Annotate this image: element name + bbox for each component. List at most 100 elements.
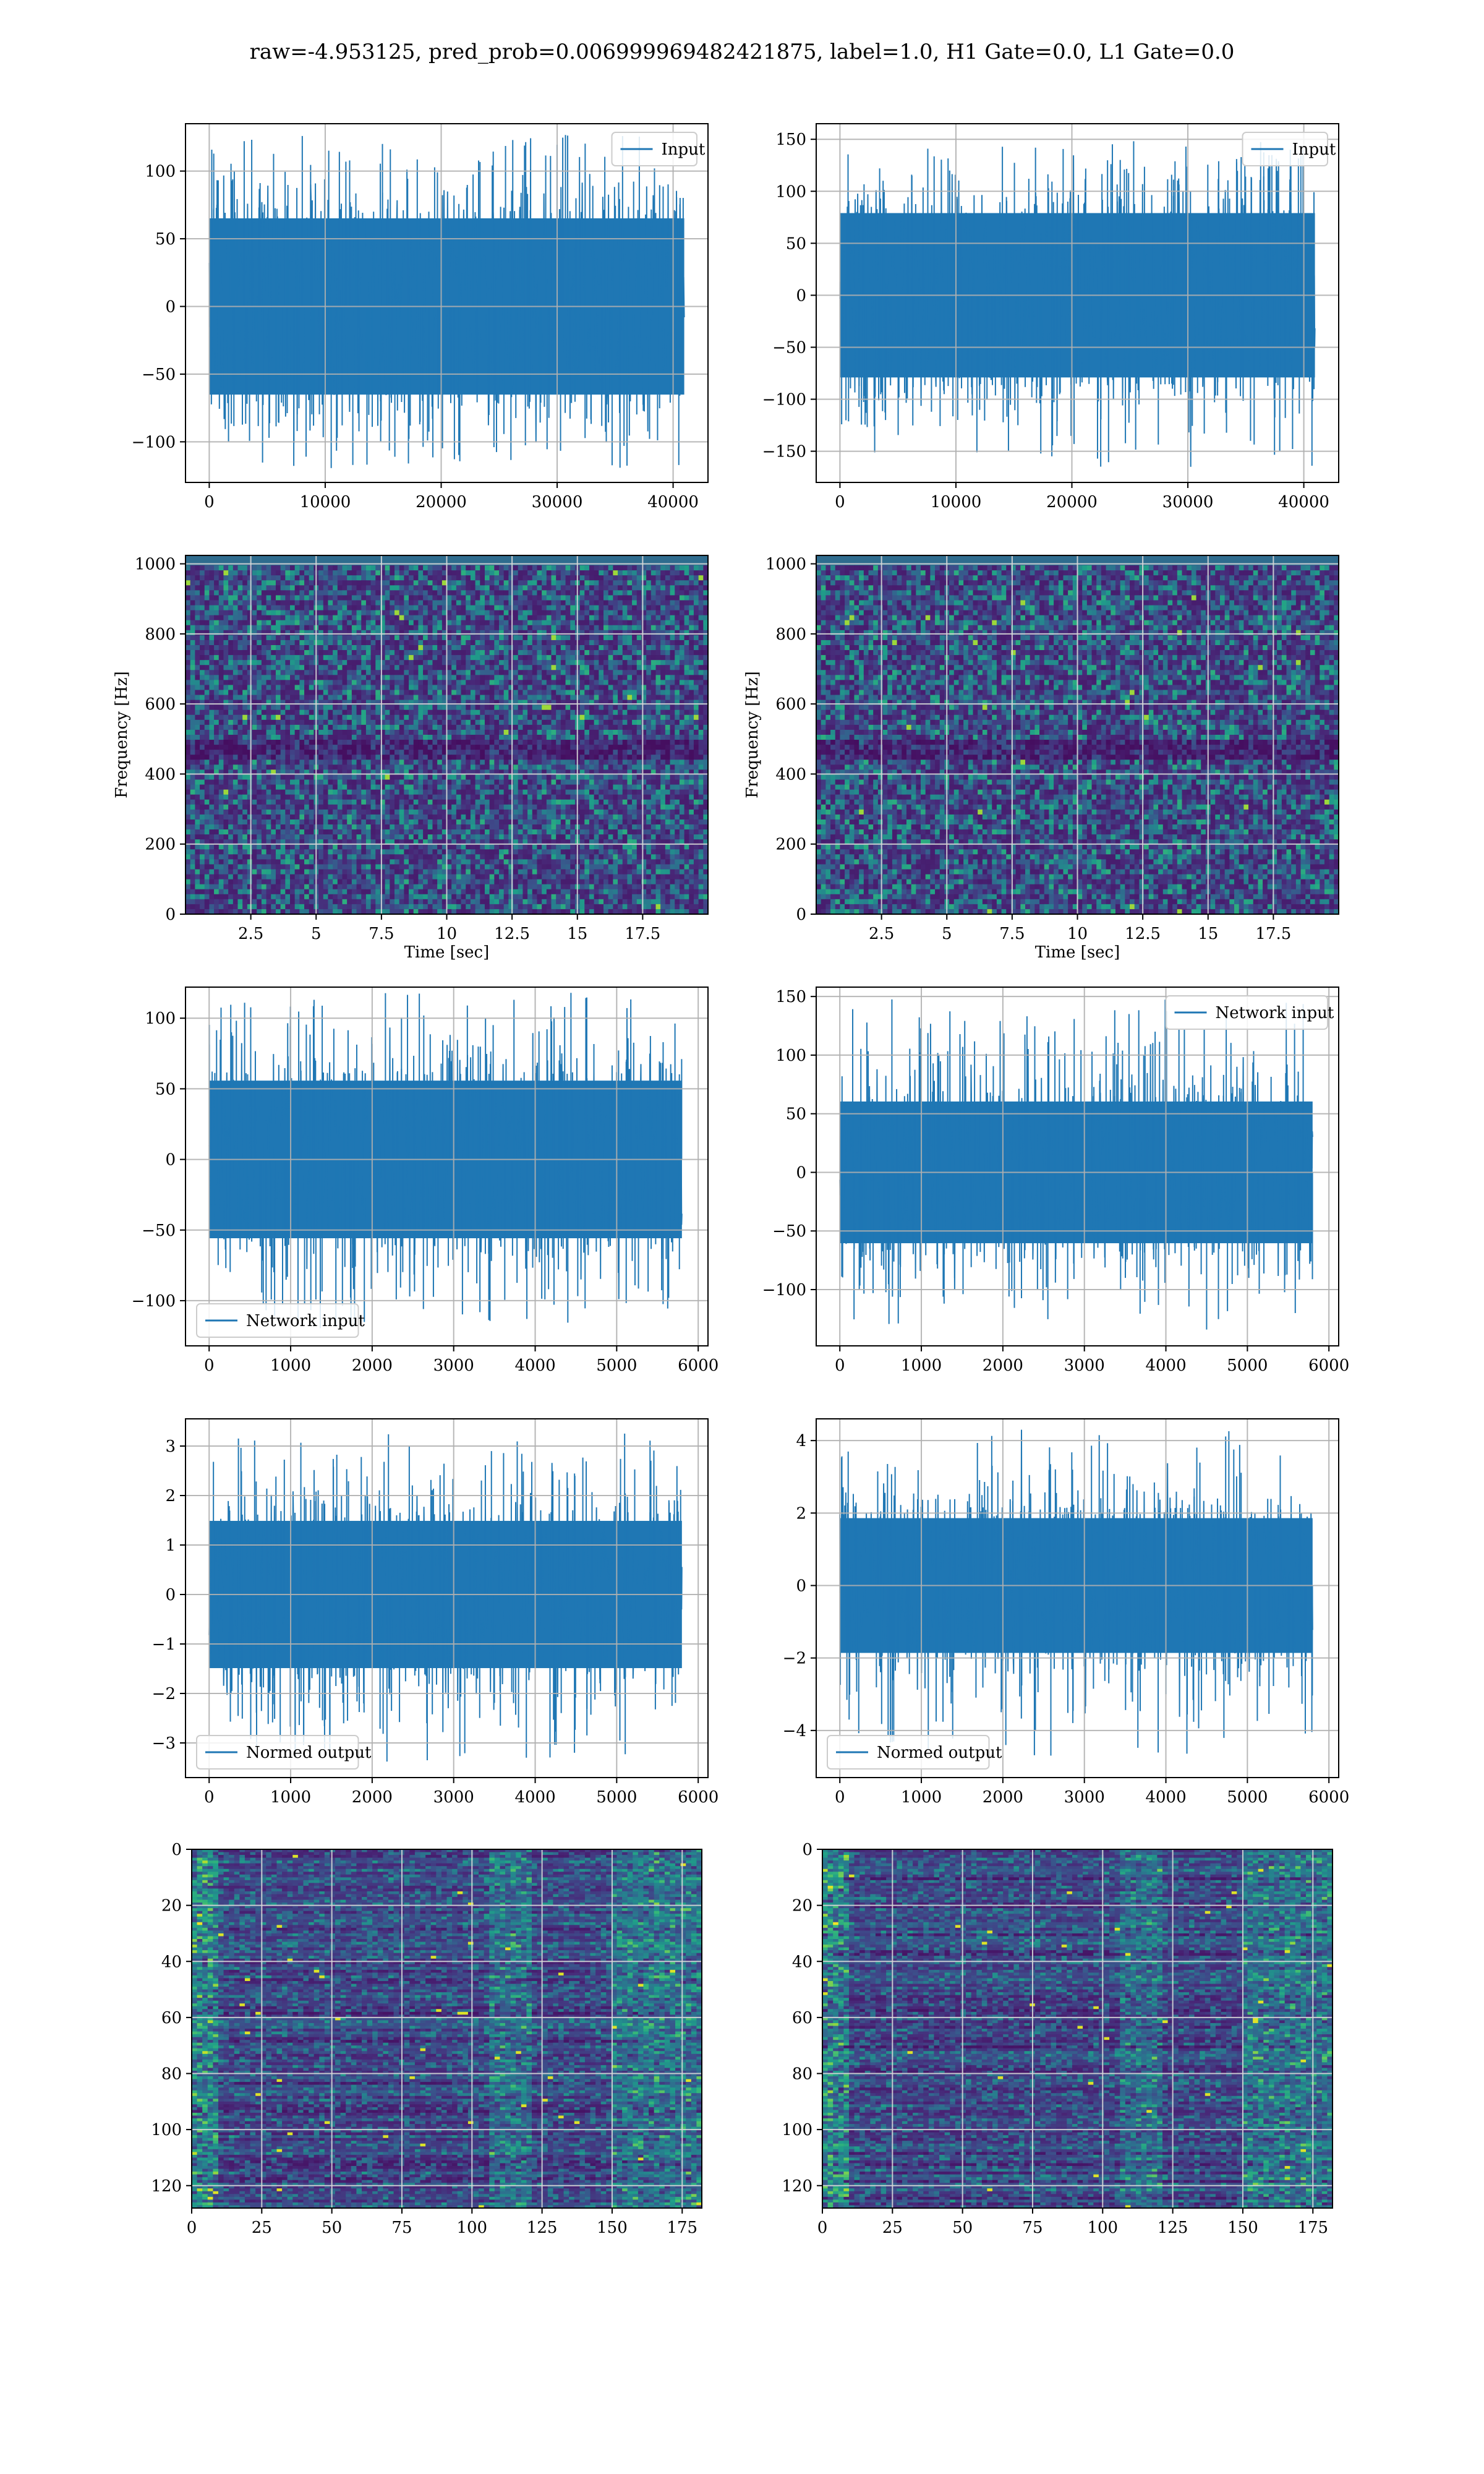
heatmap-cell — [475, 610, 480, 616]
heatmap-cell — [627, 615, 633, 621]
heatmap-cell — [456, 729, 462, 735]
heatmap-cell — [328, 670, 333, 675]
heatmap-cell — [323, 700, 329, 706]
heatmap-cell — [560, 745, 566, 750]
heatmap-cell — [565, 714, 571, 721]
heatmap-cell — [437, 625, 443, 631]
heatmap-cell — [556, 700, 561, 706]
heatmap-cell — [190, 655, 195, 661]
heatmap-cell — [186, 670, 191, 675]
heatmap-cell — [266, 570, 271, 576]
heatmap-cell — [698, 660, 704, 666]
heatmap-cell — [237, 580, 243, 586]
heatmap-cell — [470, 665, 476, 670]
heatmap-cell — [280, 680, 286, 686]
heatmap-cell — [584, 719, 590, 726]
heatmap-cell — [703, 565, 708, 571]
heatmap-cell — [409, 714, 414, 721]
heatmap-cell — [237, 655, 243, 661]
heatmap-cell — [323, 590, 329, 596]
heatmap-cell — [503, 570, 509, 576]
heatmap-cell — [385, 700, 390, 706]
heatmap-cell — [655, 575, 661, 581]
heatmap-cell — [441, 655, 448, 661]
heatmap-cell — [655, 625, 661, 631]
heatmap-cell — [423, 555, 429, 561]
heatmap-cell — [195, 700, 200, 706]
heatmap-cell — [190, 565, 195, 571]
heatmap-cell — [271, 640, 276, 646]
heatmap-cell — [570, 675, 576, 680]
heatmap-cell — [494, 615, 500, 621]
heatmap-cell — [380, 615, 386, 621]
heatmap-cell — [693, 685, 699, 691]
heatmap-cell — [689, 615, 694, 621]
heatmap-cell — [565, 565, 571, 571]
heatmap-cell — [190, 575, 195, 581]
heatmap-cell — [451, 660, 457, 666]
heatmap-cell — [318, 655, 324, 661]
heatmap-cell — [223, 595, 229, 601]
heatmap-cell — [508, 735, 514, 740]
heatmap-cell — [503, 560, 509, 566]
heatmap-cell — [390, 610, 395, 616]
heatmap-cell — [679, 700, 685, 706]
heatmap-cell — [641, 735, 647, 740]
heatmap-cell — [257, 570, 262, 576]
heatmap-cell — [266, 719, 271, 726]
heatmap-cell — [441, 740, 448, 745]
heatmap-cell — [413, 685, 419, 691]
heatmap-cell — [190, 645, 195, 651]
heatmap-cell — [546, 600, 552, 606]
heatmap-cell — [232, 755, 239, 760]
heatmap-cell — [470, 635, 476, 641]
heatmap-cell — [584, 615, 590, 621]
heatmap-cell — [556, 590, 561, 596]
heatmap-cell — [475, 600, 480, 606]
heatmap-cell — [266, 665, 271, 670]
heatmap-cell — [271, 590, 276, 596]
heatmap-cell — [522, 695, 528, 701]
heatmap-cell — [261, 714, 267, 721]
heatmap-cell — [546, 590, 552, 596]
heatmap-cell — [394, 655, 400, 661]
heatmap-cell — [608, 600, 613, 606]
plot-area — [208, 135, 685, 468]
heatmap-cell — [304, 600, 310, 606]
heatmap-cell — [413, 560, 419, 566]
heatmap-cell — [551, 595, 556, 601]
heatmap-cell — [622, 665, 628, 670]
heatmap-cell — [542, 724, 547, 730]
heatmap-cell — [579, 600, 585, 606]
heatmap-cell — [399, 714, 404, 721]
heatmap-cell — [441, 570, 448, 576]
heatmap-cell — [461, 700, 466, 706]
heatmap-cell — [423, 704, 429, 711]
heatmap-cell — [294, 590, 300, 596]
heatmap-cell — [228, 580, 234, 586]
heatmap-cell — [342, 740, 348, 745]
heatmap-cell — [347, 620, 352, 626]
heatmap-cell — [703, 575, 708, 581]
heatmap-cell — [693, 665, 699, 670]
heatmap-cell — [413, 605, 419, 611]
heatmap-cell — [294, 655, 300, 661]
heatmap-cell — [622, 600, 628, 606]
heatmap-cell — [632, 729, 638, 735]
heatmap-cell — [689, 575, 694, 581]
heatmap-cell — [404, 704, 409, 711]
heatmap-cell — [257, 745, 262, 750]
heatmap-cell — [323, 660, 329, 666]
heatmap-cell — [703, 635, 708, 641]
heatmap-cell — [670, 605, 675, 611]
heatmap-cell — [299, 635, 305, 641]
heatmap-cell — [584, 645, 590, 651]
heatmap-cell — [242, 724, 248, 730]
heatmap-cell — [261, 700, 267, 706]
heatmap-cell — [499, 750, 505, 755]
heatmap-cell — [252, 714, 257, 721]
heatmap-cell — [608, 640, 613, 646]
heatmap-cell — [195, 620, 200, 626]
heatmap-cell — [636, 570, 642, 576]
heatmap-cell — [427, 615, 433, 621]
